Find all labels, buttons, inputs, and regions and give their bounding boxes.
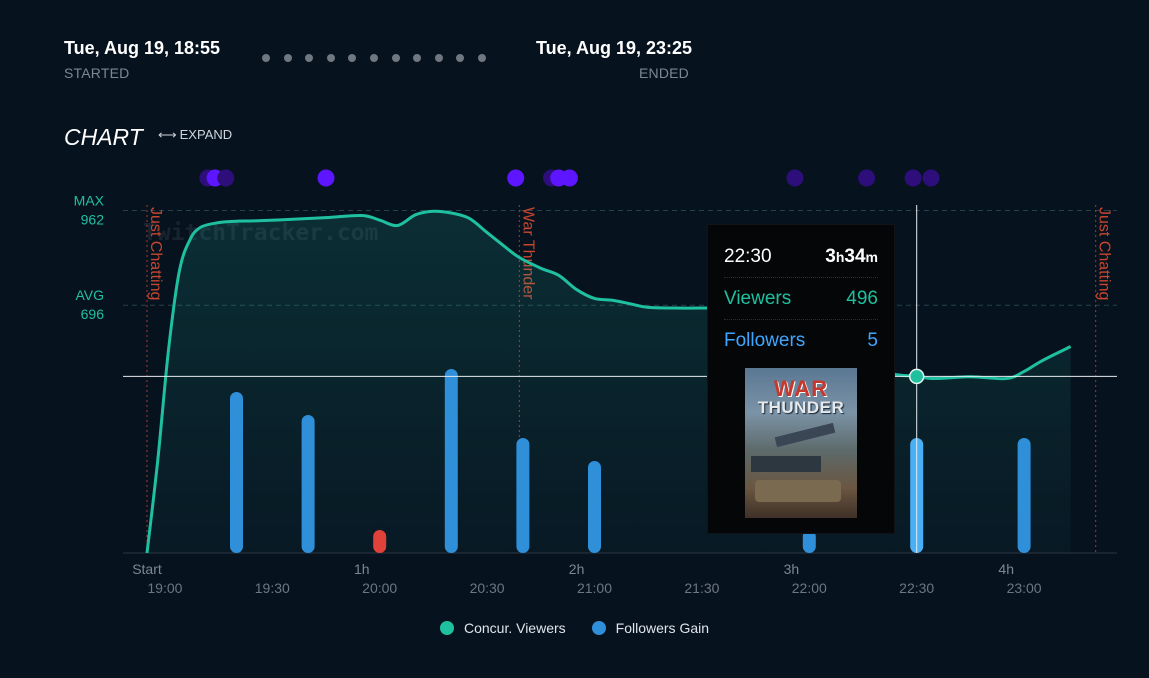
timeline-dot	[434, 54, 443, 62]
event-marker-dot	[507, 169, 525, 187]
game-cover-image: WAR THUNDER	[745, 368, 857, 518]
timeline-dot	[370, 54, 378, 62]
reference-value-max: 962	[81, 212, 105, 228]
legend-viewers-swatch	[439, 621, 454, 635]
event-marker-dot	[904, 169, 922, 187]
follower-bar	[444, 369, 458, 553]
hover-point	[908, 368, 925, 385]
time-tick-label: 22:00	[792, 580, 827, 596]
legend-followers-label: Followers Gain	[615, 620, 710, 636]
stream-end-block: Tue, Aug 19, 23:25 ENDED	[536, 38, 693, 81]
expand-label: EXPAND	[179, 127, 233, 142]
legend-followers-swatch	[591, 621, 606, 635]
tooltip-followers-label: Followers	[724, 330, 806, 351]
timeline-dots	[262, 54, 492, 62]
timeline-dot	[326, 54, 335, 62]
time-tick-label: 19:30	[255, 580, 290, 596]
timeline-dot	[413, 54, 422, 62]
tooltip-viewers-row: Viewers 496	[724, 279, 878, 320]
time-tick-label: 21:00	[577, 580, 612, 596]
timeline-dot	[262, 54, 270, 62]
time-tick-label: 20:30	[470, 580, 505, 596]
end-label: ENDED	[638, 65, 689, 81]
time-tick-label: 22:30	[899, 580, 934, 596]
duration-tick-label: 3h	[784, 561, 800, 577]
duration-tick-label: 1h	[354, 561, 370, 577]
tooltip-time-row: 22:30 3h34m	[724, 237, 878, 278]
hover-tooltip: 22:30 3h34m Viewers 496 Followers 5 WAR …	[707, 224, 895, 534]
timeline-dot	[456, 54, 465, 62]
timeline-dot	[305, 54, 314, 62]
duration-tick-label: Start	[132, 561, 162, 577]
tooltip-followers-value: 5	[867, 330, 878, 351]
viewers-area	[147, 211, 1071, 554]
follower-bar	[301, 415, 315, 553]
arrows-horizontal-icon: ⟷	[158, 127, 177, 142]
tooltip-viewers-value: 496	[846, 288, 878, 309]
event-marker-dot	[786, 169, 804, 187]
event-marker-dot	[922, 169, 940, 187]
event-marker-dot	[858, 169, 876, 187]
expand-button[interactable]: ⟷ EXPAND	[158, 127, 232, 143]
tooltip-followers-row: Followers 5	[724, 321, 878, 361]
follower-bar	[516, 438, 530, 553]
time-tick-label: 23:00	[1007, 580, 1042, 596]
legend-item-followers[interactable]: Followers Gain	[591, 620, 710, 636]
game-cover-title-1: WAR	[773, 376, 829, 401]
timeline-dot	[391, 54, 400, 62]
end-time: Tue, Aug 19, 23:25	[536, 38, 693, 58]
follower-bar	[1017, 438, 1031, 553]
chart-legend: Concur. Viewers Followers Gain	[0, 620, 1149, 636]
event-marker-dot	[317, 169, 335, 187]
follower-bar	[588, 461, 601, 553]
reference-value-avg: 696	[81, 306, 105, 322]
tooltip-viewers-label: Viewers	[724, 288, 792, 309]
follower-bar	[373, 530, 387, 553]
start-time: Tue, Aug 19, 18:55	[64, 38, 221, 58]
reference-label-avg: AVG	[75, 287, 104, 303]
time-tick-label: 20:00	[362, 580, 397, 596]
event-marker-dot	[217, 169, 235, 187]
chart-title: CHART	[64, 124, 143, 150]
game-cover-title-2: THUNDER	[757, 398, 845, 417]
legend-viewers-label: Concur. Viewers	[463, 620, 566, 636]
stream-start-block: Tue, Aug 19, 18:55 STARTED	[64, 38, 220, 81]
time-tick-label: 19:00	[147, 580, 182, 596]
reference-label-max: MAX	[74, 193, 105, 209]
time-tick-label: 21:30	[684, 580, 719, 596]
duration-tick-label: 4h	[998, 561, 1014, 577]
tooltip-time: 22:30	[724, 246, 772, 267]
timeline-dot	[283, 54, 292, 62]
timeline-dot	[348, 54, 357, 62]
tooltip-duration: 3h34m	[825, 246, 878, 267]
duration-tick-label: 2h	[569, 561, 585, 577]
event-marker-dot	[560, 169, 578, 187]
category-label-0: Just Chatting	[147, 207, 164, 300]
timeline-dot	[478, 54, 486, 62]
legend-item-viewers[interactable]: Concur. Viewers	[439, 620, 566, 636]
category-label-2: Just Chatting	[1096, 207, 1113, 300]
follower-bar	[230, 392, 243, 553]
start-label: STARTED	[64, 65, 130, 81]
follower-bar	[802, 530, 816, 553]
